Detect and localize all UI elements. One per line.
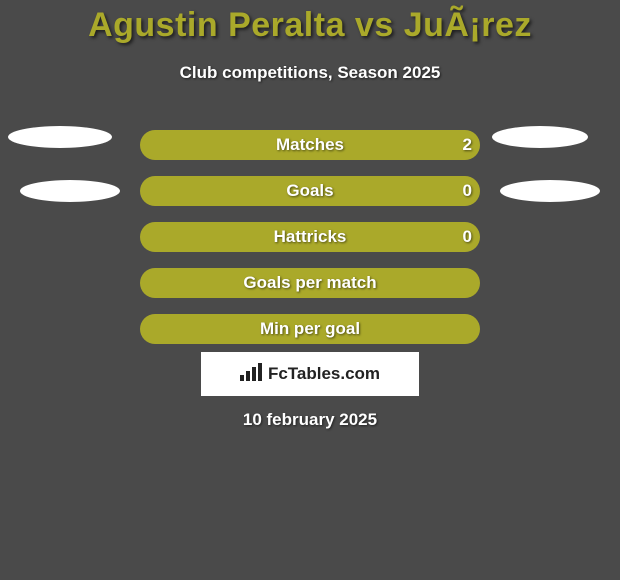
stat-pill bbox=[140, 130, 480, 160]
stat-row: Min per goal bbox=[0, 306, 620, 352]
stat-row: Goals per match bbox=[0, 260, 620, 306]
decorative-ellipse bbox=[492, 126, 588, 148]
site-logo: FcTables.com bbox=[201, 352, 419, 396]
stat-row: Hattricks0 bbox=[0, 214, 620, 260]
stat-pill bbox=[140, 222, 480, 252]
stat-pill bbox=[140, 268, 480, 298]
stat-pill bbox=[140, 176, 480, 206]
decorative-ellipse bbox=[20, 180, 120, 202]
date-label: 10 february 2025 bbox=[0, 410, 620, 430]
stats-card: Agustin Peralta vs JuÃ¡rez Club competit… bbox=[0, 0, 620, 580]
decorative-ellipse bbox=[500, 180, 600, 202]
stat-pill bbox=[140, 314, 480, 344]
stat-bars: Matches2Goals0Hattricks0Goals per matchM… bbox=[0, 122, 620, 352]
decorative-ellipse bbox=[8, 126, 112, 148]
page-subtitle: Club competitions, Season 2025 bbox=[0, 63, 620, 83]
chart-icon bbox=[240, 363, 262, 386]
page-title: Agustin Peralta vs JuÃ¡rez bbox=[0, 0, 620, 45]
site-logo-text: FcTables.com bbox=[268, 364, 380, 384]
